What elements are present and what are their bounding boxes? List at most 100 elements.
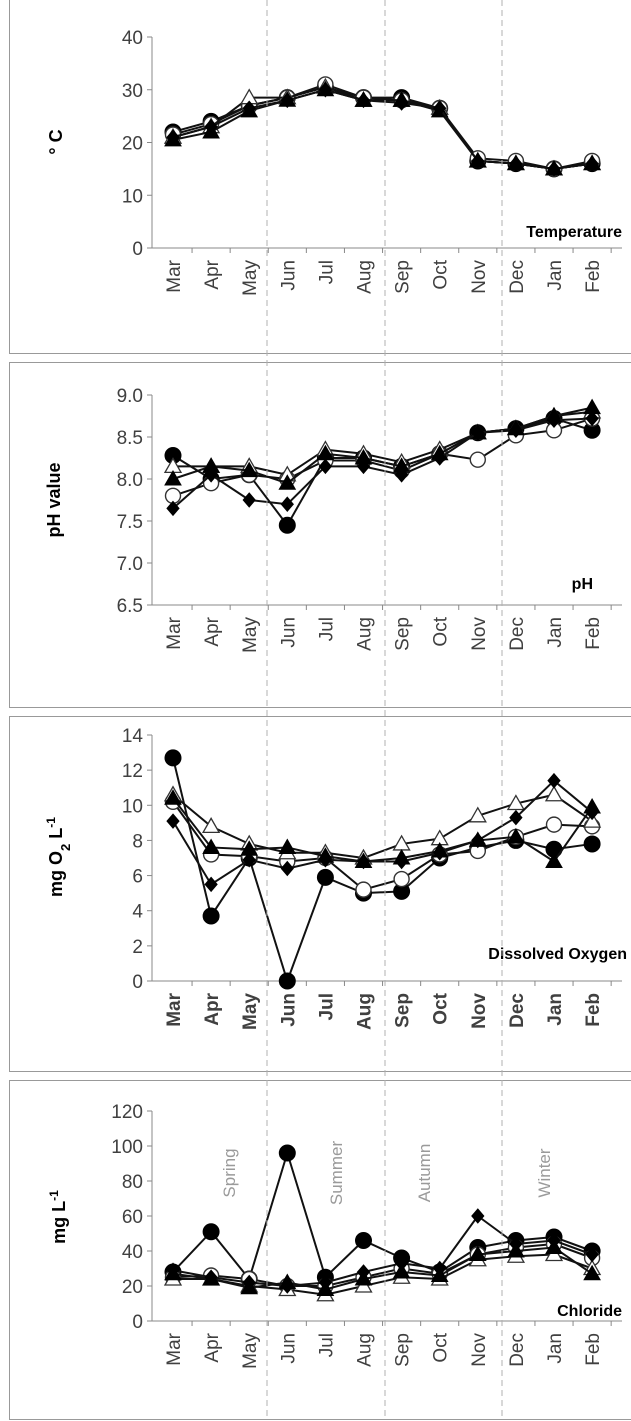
data-point (278, 972, 296, 990)
month-label: Apr (202, 992, 223, 1025)
month-label: Dec (507, 993, 528, 1028)
ph-chart: 6.5 7.0 7.5 8.0 8.5 9.0 Mar Apr May Jun Jul Aug Sep O… (44, 386, 622, 653)
month-label: Apr (202, 259, 223, 289)
month-label: Jun (278, 617, 299, 648)
y-tick-label: 10 (122, 186, 143, 207)
month-label: Sep (393, 260, 414, 294)
data-point (509, 809, 523, 826)
y-tick-label: 0 (132, 972, 143, 993)
data-point (471, 1208, 485, 1224)
y-tick-label: 4 (132, 902, 143, 923)
y-axis-label: mg L-1 (47, 1190, 69, 1244)
season-label-winter: Winter (535, 1148, 554, 1197)
data-point (394, 467, 409, 483)
ph-panel: 6.5 7.0 7.5 8.0 8.5 9.0 Mar Apr May Jun Jul Aug Sep O… (9, 362, 631, 708)
y-tick-label: 60 (122, 1207, 143, 1228)
month-label: Jan (545, 1333, 566, 1364)
data-point (204, 876, 218, 893)
y-tick-label: 2 (132, 937, 143, 958)
data-point (471, 425, 485, 441)
month-label: Mar (164, 992, 185, 1026)
series-circle-open (164, 76, 601, 178)
series-triangle-open (163, 77, 602, 176)
y-tick-label: 8 (132, 831, 143, 852)
data-point (509, 1236, 523, 1252)
data-point (202, 838, 220, 854)
data-point (585, 804, 599, 821)
data-point (356, 458, 371, 475)
y-tick-label: 120 (111, 1102, 143, 1123)
month-label: Oct (431, 992, 452, 1024)
y-tick-label: 7.5 (117, 512, 143, 533)
month-label: Jun (278, 260, 299, 291)
data-point (547, 161, 561, 177)
y-tick-label: 40 (122, 28, 143, 49)
month-label: Sep (393, 1333, 414, 1367)
data-point (280, 1278, 294, 1294)
series-line (172, 406, 593, 485)
month-label: Jan (545, 617, 566, 648)
data-point (433, 450, 447, 466)
series-triangle-filled (164, 80, 601, 176)
panel-title: pH (572, 576, 593, 593)
data-point (242, 851, 256, 868)
data-point (280, 92, 294, 109)
data-point (201, 817, 221, 834)
y-tick-label: 30 (122, 81, 143, 102)
data-point (318, 458, 333, 475)
data-point (585, 1246, 599, 1263)
data-point (166, 813, 180, 829)
data-point (166, 500, 180, 517)
data-point (164, 789, 182, 805)
data-point (355, 1232, 372, 1249)
data-point (356, 92, 371, 109)
season-label-spring: Spring (220, 1148, 239, 1197)
data-point (582, 811, 602, 828)
series-line (172, 1246, 593, 1291)
y-tick-label: 6.5 (117, 596, 143, 617)
series-line (172, 417, 593, 510)
y-tick-label: 9.0 (117, 386, 143, 407)
y-tick-label: 8.5 (117, 428, 143, 449)
data-point (278, 838, 297, 854)
month-label: Feb (583, 260, 604, 293)
series-circle-filled (164, 78, 601, 178)
data-point (545, 816, 563, 833)
data-point (204, 467, 218, 483)
y-tick-label: 20 (122, 1277, 143, 1298)
data-point (356, 1264, 371, 1280)
data-point (583, 835, 601, 853)
y-axis-label: ° C (46, 129, 66, 154)
data-point (204, 118, 218, 135)
series-diamond-filled (166, 81, 599, 177)
data-point (468, 1245, 487, 1261)
series-line (172, 779, 593, 886)
data-point (394, 1255, 409, 1272)
y-tick-label: 6 (132, 867, 143, 888)
data-point (278, 516, 296, 534)
data-point (240, 461, 259, 478)
month-label: Dec (507, 1333, 528, 1367)
temperature-chart: 0 10 20 30 40 Mar Apr May Jun Jul Aug Sep Oct Nov Dec J… (46, 28, 622, 296)
data-point (318, 851, 333, 868)
y-tick-label: 80 (122, 1172, 143, 1193)
season-label-summer: Summer (327, 1141, 346, 1206)
data-point (242, 492, 256, 508)
month-label: Jun (278, 993, 299, 1027)
month-label: Mar (164, 1332, 185, 1365)
month-label: Mar (164, 259, 185, 292)
month-label: Aug (355, 260, 376, 294)
data-point (202, 1223, 220, 1241)
y-tick-label: 0 (132, 1312, 143, 1333)
month-label: Nov (469, 617, 490, 651)
data-point (547, 772, 561, 789)
data-point (471, 153, 485, 169)
data-point (242, 1274, 256, 1291)
data-point (316, 868, 334, 886)
data-point (356, 853, 371, 870)
month-label: Jun (278, 1333, 299, 1364)
data-point (164, 469, 182, 486)
month-label: Sep (393, 617, 414, 651)
month-label: Jan (545, 260, 566, 291)
data-point (545, 852, 563, 869)
